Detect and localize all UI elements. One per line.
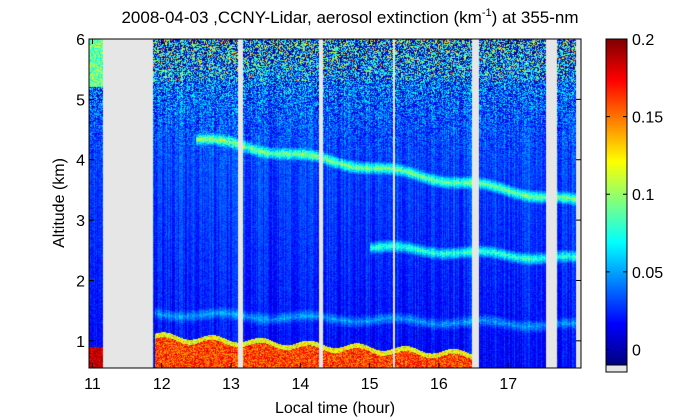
colorbar-tick-label: 0.15 (632, 110, 663, 127)
y-tick-label: 5 (76, 92, 85, 109)
x-tick-label: 17 (499, 376, 517, 393)
chart-title-end: ) at 355-nm (492, 8, 579, 27)
colorbar-tick-label: 0 (632, 342, 641, 359)
y-axis-ticks: 1 2 3 4 5 6 (76, 32, 581, 351)
chart-title-superscript: -1 (482, 7, 492, 19)
y-tick-label: 3 (76, 213, 85, 230)
colorbar-nodata-swatch (605, 364, 628, 373)
colorbar-frame (605, 38, 628, 366)
chart-title-main: 2008-04-03 ,CCNY-Lidar, aerosol extincti… (121, 8, 481, 27)
y-axis-label: Altitude (km) (51, 158, 68, 248)
colorbar-ticks: 0 0.05 0.1 0.15 0.2 (606, 32, 663, 359)
x-tick-label: 14 (291, 376, 309, 393)
x-axis-label: Local time (hour) (275, 400, 395, 417)
colorbar-tick-label: 0.1 (632, 187, 654, 204)
y-tick-label: 6 (76, 32, 85, 49)
x-tick-label: 13 (222, 376, 240, 393)
plot-area (88, 38, 582, 369)
colorbar-gradient (606, 39, 627, 365)
x-tick-label: 11 (84, 376, 101, 393)
chart-title: 2008-04-03 ,CCNY-Lidar, aerosol extincti… (121, 7, 578, 27)
plot-frame (88, 38, 582, 369)
y-tick-label: 2 (76, 273, 85, 290)
x-tick-label: 12 (153, 376, 171, 393)
colorbar-tick-label: 0.2 (632, 32, 654, 49)
x-tick-label: 16 (430, 376, 448, 393)
colorbar-tick-label: 0.05 (632, 265, 663, 282)
x-tick-label: 15 (361, 376, 379, 393)
y-tick-label: 1 (76, 334, 85, 351)
heatmap-image (89, 39, 581, 368)
y-tick-label: 4 (76, 153, 85, 170)
colorbar: 0 0.05 0.1 0.15 0.2 (605, 32, 663, 373)
x-axis-ticks: 11 12 13 14 15 16 17 (84, 39, 517, 393)
